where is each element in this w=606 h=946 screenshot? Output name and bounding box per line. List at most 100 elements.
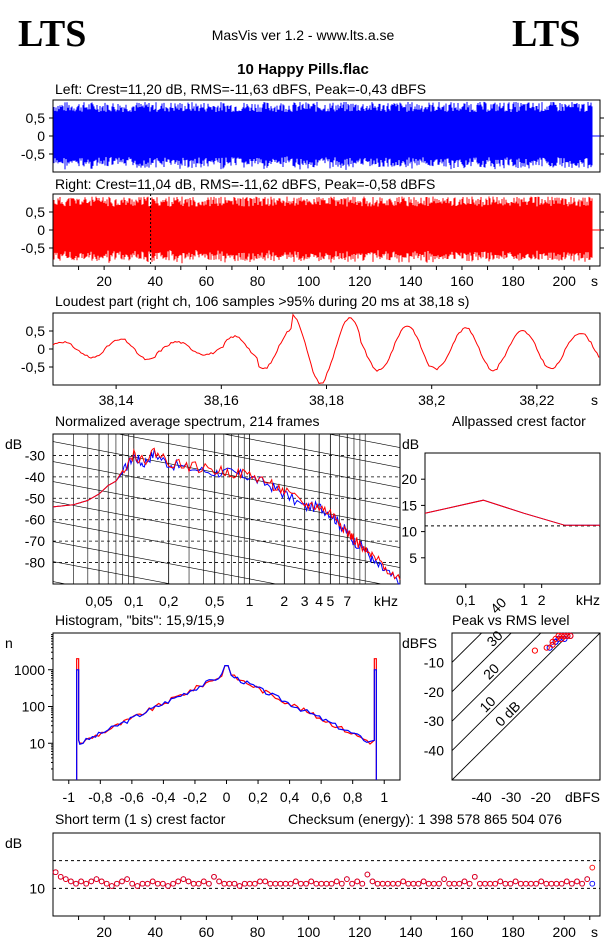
short-term-point-right xyxy=(73,880,79,887)
histogram-title: Histogram, "bits": 15,9/15,9 xyxy=(55,612,225,628)
histogram-x-tick-label: 0,6 xyxy=(311,789,331,805)
spectrum-y-tick-label: -60 xyxy=(25,512,45,528)
spectrum-x-tick-label: 0,2 xyxy=(159,593,179,609)
crest-y-label: dB xyxy=(402,436,419,452)
peak-rms-x-tick-label: -20 xyxy=(531,789,551,805)
peak-rms-point-right xyxy=(558,632,565,640)
x-tick-label-1: 140 xyxy=(399,273,423,289)
short-term-point-right xyxy=(374,880,381,887)
short-term-point-right xyxy=(277,880,284,887)
spectrum-slope-line xyxy=(13,274,440,355)
file-title: 10 Happy Pills.flac xyxy=(237,61,369,78)
short-term-point-right xyxy=(211,873,217,880)
histogram-y-tick-label: 10 xyxy=(29,735,45,751)
short-term-point-right xyxy=(471,873,478,880)
histogram-series-right xyxy=(76,658,377,780)
short-term-point-right xyxy=(83,880,90,887)
short-term-point-right xyxy=(236,883,243,889)
short-term-point-right xyxy=(149,878,156,885)
crest-y-tick-label: 5 xyxy=(409,550,417,566)
peak-rms-y-tick-label: -10 xyxy=(424,654,444,670)
spectrum-y-tick-label: -40 xyxy=(25,469,45,485)
loudest-x-tick-label: 38,14 xyxy=(99,392,134,408)
short-term-point-right xyxy=(185,878,192,885)
spectrum-x-tick-label: 1 xyxy=(246,593,254,609)
loudest-y-tick-label: 0,5 xyxy=(26,323,46,339)
short-term-point-right xyxy=(456,880,463,887)
short-term-point-right xyxy=(558,880,565,887)
peak-rms-diagonal xyxy=(452,633,512,693)
short-term-x-tick-label: 200 xyxy=(553,924,577,940)
short-term-point-right xyxy=(226,880,233,887)
short-term-point-right xyxy=(282,880,289,887)
spectrum-y-label: dB xyxy=(5,436,22,452)
peak-rms-diagonal xyxy=(452,633,483,664)
short-term-point-right xyxy=(441,876,447,882)
crest-y-tick-label: 15 xyxy=(401,497,417,513)
peak-rms-diagonal xyxy=(452,633,542,722)
short-term-point-right xyxy=(431,880,437,887)
peak-rms-y-tick-label: -30 xyxy=(424,713,444,729)
crest-x-unit: kHz xyxy=(576,592,600,608)
short-term-point-right xyxy=(487,880,493,887)
crest-series-right xyxy=(424,499,600,526)
y-tick-label-1: 0,5 xyxy=(26,204,46,220)
histogram-x-tick-label: -0,6 xyxy=(120,789,144,805)
short-term-point-right xyxy=(425,880,432,887)
peak-rms-point-right xyxy=(531,647,539,654)
histogram-x-tick-label: -1 xyxy=(63,789,76,805)
spectrum-x-unit: kHz xyxy=(374,593,398,609)
short-term-point-right xyxy=(318,880,325,887)
short-term-point-right xyxy=(98,878,105,885)
peak-rms-x-tick-label: -40 xyxy=(471,789,491,805)
spectrum-slope-line xyxy=(53,481,400,548)
spectrum-y-tick-label: -80 xyxy=(25,555,45,571)
histogram-x-tick-label: 0,4 xyxy=(280,789,300,805)
short-term-point-right xyxy=(221,880,228,887)
short-term-point-right xyxy=(517,880,524,887)
spectrum-y-tick-label: -30 xyxy=(25,447,45,463)
lts-logo-left: LTS xyxy=(18,13,87,55)
loudest-y-tick-label: -0,5 xyxy=(21,359,45,375)
short-term-point-right xyxy=(175,878,182,885)
short-term-point-right xyxy=(170,880,176,887)
short-term-point-right xyxy=(538,878,545,885)
loudest-x-tick-label: 38,22 xyxy=(519,392,554,408)
histogram-series-left xyxy=(76,664,377,780)
short-term-point-right xyxy=(246,880,253,887)
peak-rms-point-right xyxy=(567,632,574,640)
spectrum-slope-line xyxy=(327,434,400,448)
short-term-x-tick-label: 180 xyxy=(501,924,525,940)
loudest-x-unit: s xyxy=(591,392,598,408)
short-term-point-right xyxy=(512,878,519,885)
loudest-x-tick-label: 38,16 xyxy=(204,392,239,408)
y-tick-label-0: -0,5 xyxy=(21,146,45,162)
short-term-point-right xyxy=(543,880,550,887)
short-term-point-right xyxy=(384,880,391,887)
left-channel-title: Left: Crest=11,20 dB, RMS=-11,63 dBFS, P… xyxy=(55,81,427,97)
spectrum-x-tick-label: 7 xyxy=(343,593,351,609)
x-tick-label-1: 20 xyxy=(96,273,112,289)
short-term-point-right xyxy=(308,878,315,885)
short-term-point-right xyxy=(359,880,366,887)
histogram-x-tick-label: 1 xyxy=(380,789,388,805)
short-term-point-right xyxy=(124,876,130,882)
short-term-point-right xyxy=(492,880,499,887)
short-term-point-right xyxy=(62,876,69,882)
x-tick-label-1: 100 xyxy=(297,273,321,289)
short-term-point-right xyxy=(482,880,488,887)
x-tick-label-1: 200 xyxy=(553,273,577,289)
short-term-point-right xyxy=(313,880,320,887)
spectrum-slopes xyxy=(13,274,440,584)
short-term-point-right xyxy=(553,880,560,887)
x-tick-label-1: 40 xyxy=(147,273,163,289)
short-term-point-right xyxy=(93,876,100,882)
histogram-x-tick-label: 0 xyxy=(223,789,231,805)
short-term-point-right xyxy=(333,878,340,885)
x-tick-label-1: 60 xyxy=(199,273,215,289)
short-term-point-right xyxy=(354,878,361,885)
short-term-point-right xyxy=(344,876,350,882)
short-term-point-right xyxy=(272,880,279,887)
short-term-point-right xyxy=(548,880,555,887)
short-term-point-right xyxy=(68,878,74,885)
